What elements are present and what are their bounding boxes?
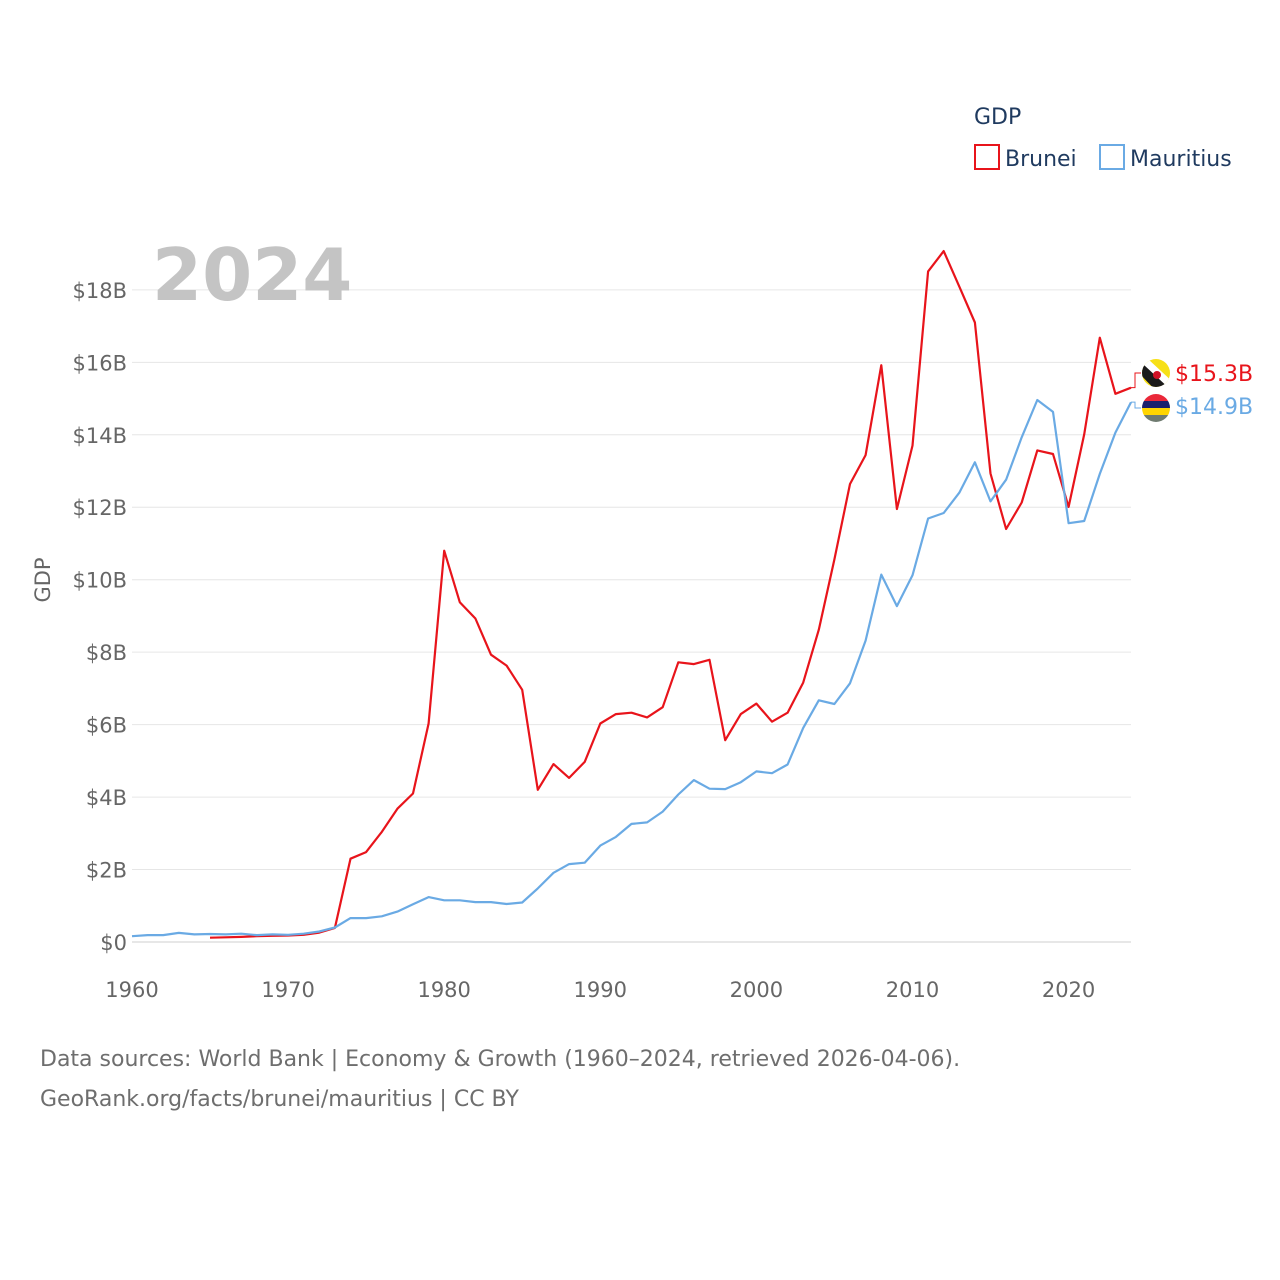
y-tick-label: $2B [86, 859, 127, 883]
legend-swatch-mauritius[interactable] [1099, 144, 1125, 170]
data-source-note: Data sources: World Bank | Economy & Gro… [40, 1047, 961, 1072]
gdp-line-chart: $0 $2B $4B $6B $8B $10B $12B $14B $16B $18B 1960 1… [31, 105, 1253, 1002]
legend-label-brunei[interactable]: Brunei [1005, 147, 1077, 172]
x-tick-label: 2020 [1042, 978, 1095, 1002]
x-tick-label: 1960 [105, 978, 158, 1002]
y-axis-title: GDP [31, 557, 55, 602]
legend-label-mauritius[interactable]: Mauritius [1130, 147, 1232, 172]
brunei-end-value: $15.3B [1175, 362, 1253, 387]
x-tick-label: 2000 [730, 978, 783, 1002]
attribution-link[interactable]: GeoRank.org/facts/brunei/mauritius | CC … [40, 1087, 519, 1112]
y-tick-label: $12B [73, 496, 128, 520]
y-tick-label: $16B [73, 351, 128, 375]
legend-swatch-brunei[interactable] [974, 144, 1000, 170]
y-tick-label: $14B [73, 424, 128, 448]
x-tick-label: 1970 [261, 978, 314, 1002]
y-tick-label: $4B [86, 786, 127, 810]
brunei-flag-icon [1142, 359, 1170, 387]
series-line-brunei[interactable] [209, 250, 1132, 939]
series-line-mauritius[interactable] [131, 398, 1132, 938]
connector-brunei [1131, 372, 1141, 389]
y-tick-label: $18B [73, 279, 128, 303]
mauritius-end-value: $14.9B [1175, 395, 1253, 420]
x-tick-label: 1990 [574, 978, 627, 1002]
year-watermark: 2024 [152, 233, 352, 317]
y-tick-label: $8B [86, 641, 127, 665]
legend: GDP Brunei Mauritius [974, 105, 1232, 172]
y-tick-label: $10B [73, 569, 128, 593]
x-tick-label: 1980 [417, 978, 470, 1002]
connector-mauritius [1131, 401, 1141, 409]
x-tick-label: 2010 [886, 978, 939, 1002]
mauritius-flag-icon [1142, 394, 1170, 422]
footer: Data sources: World Bank | Economy & Gro… [40, 1040, 1240, 1120]
y-tick-label: $6B [86, 714, 127, 738]
y-tick-label: $0 [100, 931, 127, 955]
legend-title: GDP [974, 105, 1021, 130]
